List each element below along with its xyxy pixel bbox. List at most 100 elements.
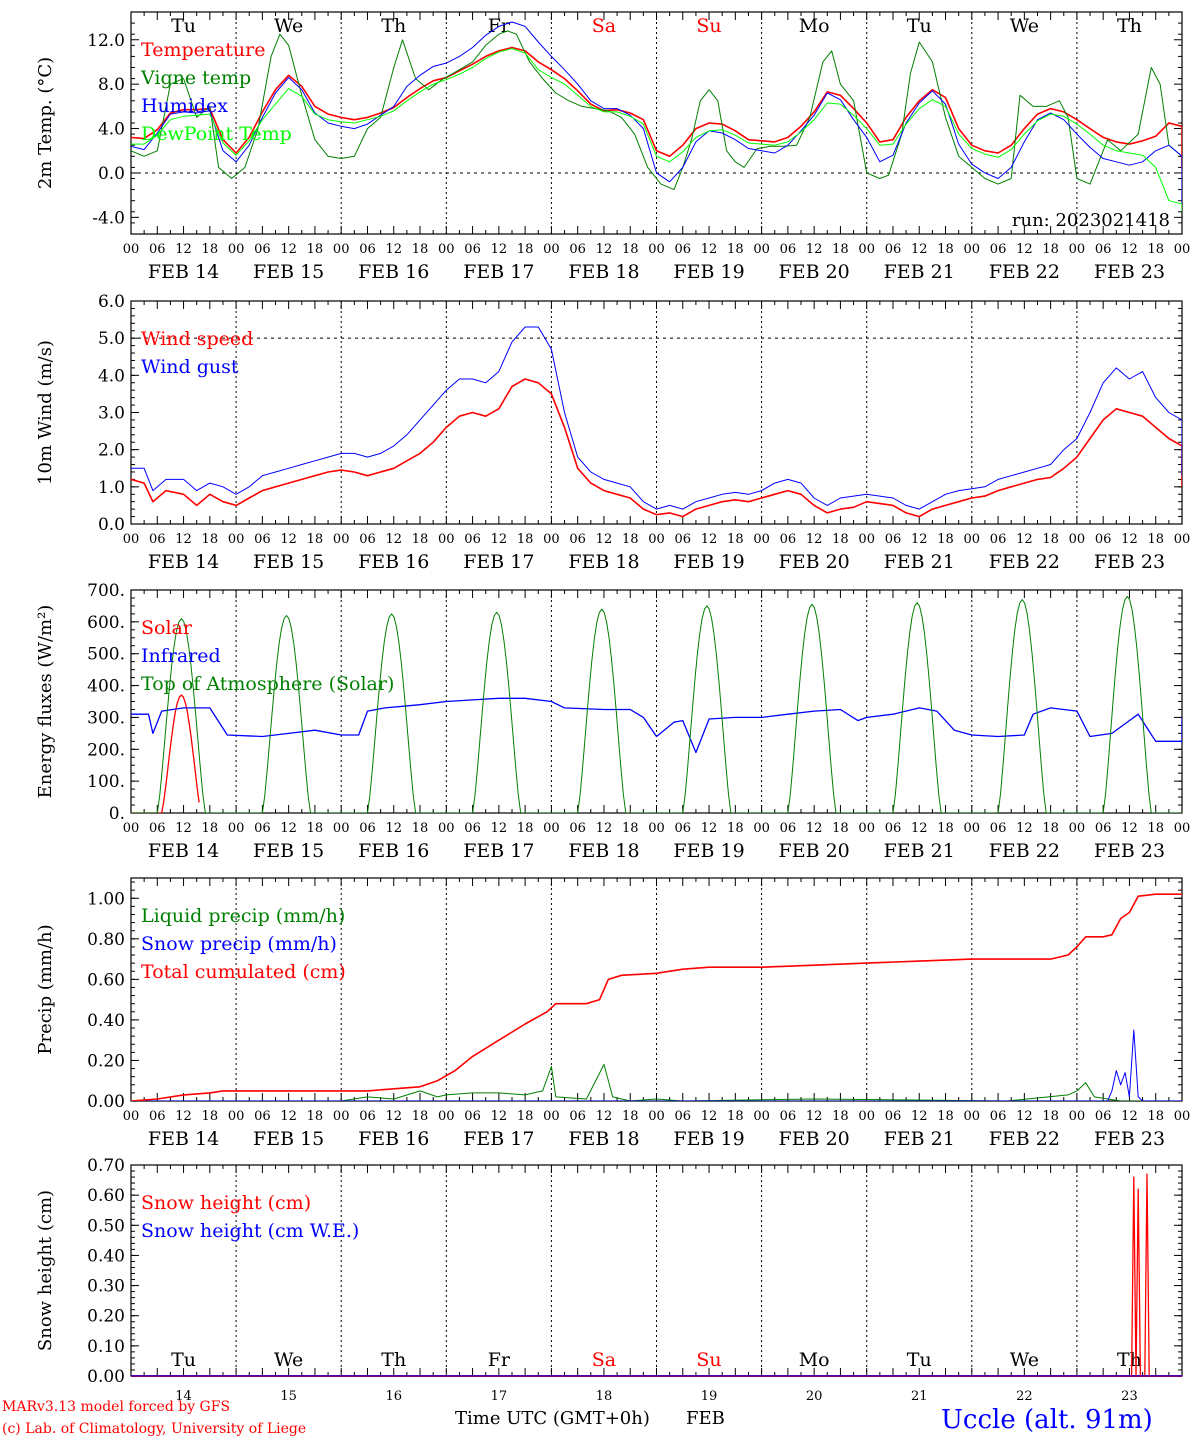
day-number-label: 18 [596, 1389, 613, 1404]
date-label: FEB 21 [884, 1128, 955, 1150]
day-number-label: 22 [1016, 1389, 1033, 1404]
y-tick-label: 6.0 [98, 292, 125, 312]
date-label: FEB 22 [989, 840, 1060, 862]
legend-entry: Liquid precip (mm/h) [141, 905, 345, 927]
hour-tick-label: 06 [675, 242, 692, 257]
hour-tick-label: 18 [622, 242, 639, 257]
hour-tick-label: 12 [280, 821, 297, 836]
series-line [131, 893, 1182, 1101]
hour-tick-label: 12 [806, 1109, 823, 1124]
hour-tick-label: 00 [438, 242, 455, 257]
hour-tick-label: 18 [1042, 1109, 1059, 1124]
hour-tick-label: 00 [753, 532, 770, 547]
weekday-label: Su [696, 15, 721, 37]
y-tick-label: 2.0 [98, 441, 125, 461]
series-line [131, 1064, 1182, 1101]
hour-tick-label: 12 [1016, 242, 1033, 257]
y-tick-label: 0.70 [87, 1156, 125, 1176]
hour-tick-label: 00 [1174, 532, 1191, 547]
hour-tick-label: 18 [517, 1109, 534, 1124]
hour-tick-label: 18 [727, 532, 744, 547]
hour-tick-label: 12 [175, 821, 192, 836]
weekday-label: We [274, 15, 303, 37]
date-label: FEB 18 [568, 840, 639, 862]
y-tick-label: 0.60 [87, 1186, 125, 1206]
hour-tick-label: 18 [727, 821, 744, 836]
hour-tick-label: 06 [885, 532, 902, 547]
hour-tick-label: 06 [675, 532, 692, 547]
y-tick-label: 200. [87, 740, 125, 760]
date-label: FEB 17 [463, 261, 534, 283]
hour-tick-label: 12 [385, 532, 402, 547]
hour-tick-label: 18 [517, 532, 534, 547]
hour-tick-label: 12 [1121, 532, 1138, 547]
weekday-label: Mo [799, 1349, 830, 1371]
weekday-label: Mo [799, 15, 830, 37]
hour-tick-label: 00 [1069, 1109, 1086, 1124]
hour-tick-label: 18 [727, 1109, 744, 1124]
hour-tick-label: 18 [202, 532, 219, 547]
y-tick-label: 4.0 [98, 120, 125, 140]
y-tick-label: 0.50 [87, 1216, 125, 1236]
date-label: FEB 14 [148, 261, 219, 283]
legend-entry: Solar [141, 617, 193, 639]
hour-tick-label: 18 [622, 821, 639, 836]
y-tick-label: 0.00 [87, 1367, 125, 1387]
series-line [131, 21, 1182, 204]
legend-entry: Total cumulated (cm) [141, 961, 346, 983]
hour-tick-label: 18 [937, 242, 954, 257]
hour-tick-label: 12 [806, 532, 823, 547]
series-line [131, 48, 1182, 212]
hour-tick-label: 18 [412, 1109, 429, 1124]
hour-tick-label: 18 [937, 1109, 954, 1124]
date-label: FEB 18 [568, 551, 639, 573]
series-line [131, 46, 1182, 169]
hour-tick-label: 06 [780, 1109, 797, 1124]
date-label: FEB 19 [673, 551, 744, 573]
date-label: FEB 23 [1094, 261, 1165, 283]
hour-tick-label: 06 [990, 242, 1007, 257]
series-line [131, 694, 200, 813]
hour-tick-label: 12 [175, 242, 192, 257]
hour-tick-label: 12 [1016, 821, 1033, 836]
hour-tick-label: 06 [359, 1109, 376, 1124]
day-number-label: 17 [491, 1389, 508, 1404]
hour-tick-label: 06 [254, 532, 271, 547]
hour-tick-label: 06 [675, 1109, 692, 1124]
hour-tick-label: 12 [701, 1109, 718, 1124]
y-tick-label: 600. [87, 613, 125, 633]
hour-tick-label: 00 [228, 532, 245, 547]
day-number-label: 21 [911, 1389, 928, 1404]
legend-entry: Wind gust [141, 356, 239, 378]
hour-tick-label: 12 [175, 532, 192, 547]
hour-tick-label: 06 [569, 532, 586, 547]
hour-tick-label: 18 [202, 242, 219, 257]
hour-tick-label: 00 [438, 821, 455, 836]
series-line [131, 30, 1182, 191]
day-number-label: 16 [385, 1389, 402, 1404]
hour-tick-label: 06 [149, 532, 166, 547]
weekday-label: We [1010, 15, 1039, 37]
hour-tick-label: 06 [359, 532, 376, 547]
y-tick-label: 100. [87, 772, 125, 792]
hour-tick-label: 12 [175, 1109, 192, 1124]
hour-tick-label: 18 [307, 532, 324, 547]
legend-entry: Snow height (cm W.E.) [141, 1220, 359, 1242]
date-label: FEB 20 [779, 840, 850, 862]
date-label: FEB 16 [358, 840, 429, 862]
series-line [131, 326, 1182, 510]
y-tick-label: 0.30 [87, 1277, 125, 1297]
hour-tick-label: 00 [123, 1109, 140, 1124]
hour-tick-label: 18 [622, 532, 639, 547]
hour-tick-label: 00 [333, 821, 350, 836]
weekday-label: Sa [592, 15, 616, 37]
hour-tick-label: 12 [491, 821, 508, 836]
series-line [131, 1029, 1182, 1101]
hour-tick-label: 00 [648, 1109, 665, 1124]
hour-tick-label: 00 [123, 821, 140, 836]
date-label: FEB 17 [463, 840, 534, 862]
weekday-label: Sa [592, 1349, 616, 1371]
y-tick-label: 300. [87, 708, 125, 728]
x-axis-month: FEB [686, 1408, 725, 1429]
hour-tick-label: 12 [596, 1109, 613, 1124]
